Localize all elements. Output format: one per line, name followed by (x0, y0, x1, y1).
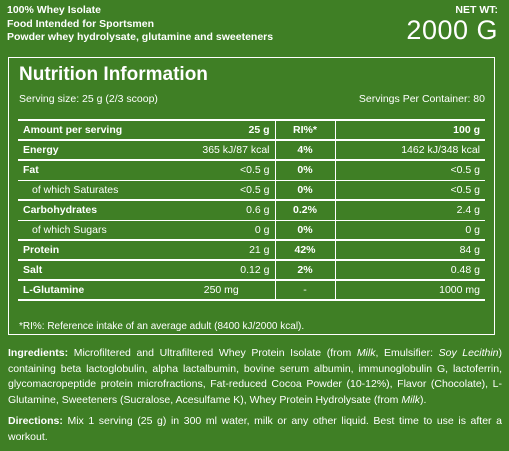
row-label: of which Sugars (18, 220, 168, 241)
net-weight-value: 2000 G (406, 15, 498, 45)
table-header-row: Amount per serving 25 g RI%* 100 g (18, 119, 485, 141)
product-name: 100% Whey Isolate (7, 4, 101, 16)
table-row-salt: Salt 0.12 g 2% 0.48 g (18, 260, 485, 281)
header-amount: Amount per serving (18, 119, 168, 141)
serving-size: Serving size: 25 g (2/3 scoop) (19, 93, 158, 105)
ri-footnote: *RI%: Reference intake of an average adu… (19, 321, 305, 332)
ingredients-part: ) containing beta lactoglobulin, alpha l… (8, 347, 502, 406)
directions-text: Directions: Mix 1 serving (25 g) in 300 … (8, 414, 502, 445)
row-value-25g: 0.6 g (168, 200, 276, 221)
row-label: Energy (18, 140, 168, 161)
row-value-ri: 0.2% (275, 200, 336, 221)
row-value-100g: 0 g (335, 220, 485, 241)
product-category: Food Intended for Sportsmen (7, 17, 154, 30)
allergen-soy-lecithin: Soy Lecithin (438, 347, 499, 359)
row-value-ri: 0% (275, 160, 336, 181)
row-value-25g: <0.5 g (168, 160, 276, 181)
table-row-protein: Protein 21 g 42% 84 g (18, 240, 485, 261)
ingredients-part: , Emulsifier: (375, 347, 439, 359)
allergen-milk: Milk (356, 347, 376, 359)
row-value-ri: 2% (275, 260, 336, 281)
row-value-100g: <0.5 g (335, 160, 485, 181)
row-value-25g: 0.12 g (168, 260, 276, 281)
row-value-25g: 21 g (168, 240, 276, 261)
row-value-25g: 0 g (168, 220, 276, 241)
ingredients-part: Microfiltered and Ultrafiltered Whey Pro… (68, 347, 357, 359)
row-value-ri: 4% (275, 140, 336, 161)
row-value-ri: 0% (275, 220, 336, 241)
row-value-ri: 0% (275, 180, 336, 201)
product-description: 100% Whey Isolate Food Intended for Spor… (7, 4, 502, 45)
row-value-100g: <0.5 g (335, 180, 485, 201)
directions-label: Directions: (8, 415, 63, 427)
row-label: of which Saturates (18, 180, 168, 201)
table-row-glutamine: L-Glutamine 250 mg - 1000 mg (18, 280, 485, 301)
row-value-ri: 42% (275, 240, 336, 261)
servings-per-container: Servings Per Container: 80 (358, 93, 485, 105)
header-ri: RI%* (275, 119, 336, 141)
nutrition-title: Nutrition Information (19, 64, 208, 85)
net-weight-label: NET WT: (455, 4, 498, 16)
net-weight: NET WT: 2000 G (406, 4, 498, 44)
header-25g: 25 g (168, 119, 276, 141)
row-value-100g: 1462 kJ/348 kcal (335, 140, 485, 161)
row-label: Fat (18, 160, 168, 181)
table-row-fat: Fat <0.5 g 0% <0.5 g (18, 160, 485, 181)
row-value-100g: 2.4 g (335, 200, 485, 221)
row-label: Protein (18, 240, 168, 261)
row-label: Carbohydrates (18, 200, 168, 221)
ingredients-part: ). (420, 393, 427, 406)
table-row-energy: Energy 365 kJ/87 kcal 4% 1462 kJ/348 kca… (18, 140, 485, 161)
table-row-saturates: of which Saturates <0.5 g 0% <0.5 g (18, 180, 485, 201)
product-subtitle: Powder whey hydrolysate, glutamine and s… (7, 31, 274, 43)
nutrition-panel: Nutrition Information Serving size: 25 g… (8, 57, 495, 335)
table-row-carbohydrates: Carbohydrates 0.6 g 0.2% 2.4 g (18, 200, 485, 221)
header-100g: 100 g (335, 119, 485, 141)
table-row-sugars: of which Sugars 0 g 0% 0 g (18, 220, 485, 241)
nutrition-table: Amount per serving 25 g RI%* 100 g Energ… (18, 119, 485, 301)
row-label: Salt (18, 260, 168, 281)
row-label: L-Glutamine (18, 280, 168, 301)
row-value-ri: - (275, 280, 336, 301)
label-header: 100% Whey Isolate Food Intended for Spor… (7, 4, 502, 52)
ingredients-text: Ingredients: Microfiltered and Ultrafilt… (8, 346, 502, 408)
row-value-25g: 365 kJ/87 kcal (168, 140, 276, 161)
row-value-25g: <0.5 g (168, 180, 276, 201)
row-value-100g: 1000 mg (335, 280, 485, 301)
row-value-100g: 84 g (335, 240, 485, 261)
directions-body: Mix 1 serving (25 g) in 300 ml water, mi… (8, 415, 502, 443)
row-value-100g: 0.48 g (335, 260, 485, 281)
ingredients-label: Ingredients: (8, 347, 69, 359)
allergen-milk: Milk (401, 393, 420, 406)
row-value-25g: 250 mg (168, 280, 276, 301)
